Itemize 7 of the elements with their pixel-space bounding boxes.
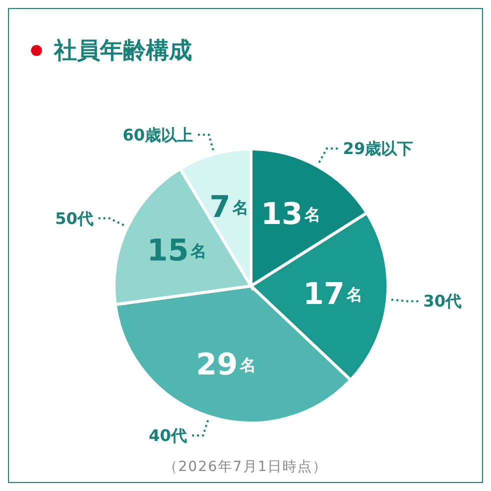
slice-label: 50代 bbox=[55, 208, 94, 228]
slice-label: 29歳以下 bbox=[342, 139, 414, 158]
chart-title: 社員年齢構成 bbox=[54, 37, 192, 66]
slice-label: 60歳以上 bbox=[122, 125, 193, 144]
text: （2026年7月1日時点） bbox=[162, 458, 329, 476]
slice-label: 40代 bbox=[148, 426, 188, 446]
slice-label: 30代 bbox=[423, 292, 462, 311]
